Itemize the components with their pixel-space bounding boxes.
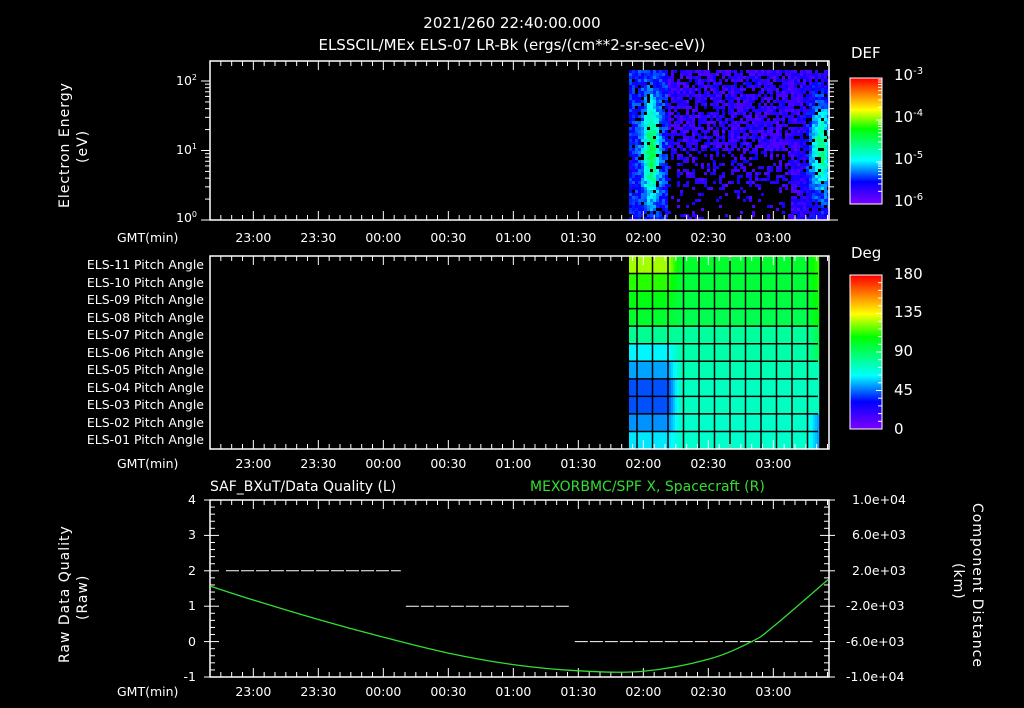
- deg-colorbar-label-180: 180: [894, 265, 923, 283]
- time-tick-label: 02:00: [625, 456, 662, 471]
- def-colorbar-label-1e-4: 10-4: [894, 108, 924, 126]
- time-tick-label: 00:00: [365, 456, 402, 471]
- time-tick-label: 23:00: [235, 684, 272, 699]
- quality-tick-label: 2: [188, 562, 196, 578]
- pitch-angle-row-label: ELS-03 Pitch Angle: [86, 397, 204, 412]
- time-tick-label: 01:30: [560, 230, 597, 245]
- energy-tick-100: 102: [176, 73, 197, 89]
- plot-subtitle: ELSSCIL/MEx ELS-07 LR-Bk (ergs/(cm**2-sr…: [318, 36, 706, 54]
- distance-tick-label: -1.0e+04: [846, 669, 905, 684]
- quality-tick-label: 3: [188, 527, 196, 543]
- quality-panel-title: SAF_BXuT/Data Quality (L): [210, 479, 397, 495]
- time-tick-label: 01:30: [560, 684, 597, 699]
- pitch-angle-row-label: ELS-10 Pitch Angle: [86, 274, 204, 290]
- deg-colorbar-label-45: 45: [894, 381, 914, 399]
- energy-axis-unit: (eV): [75, 129, 91, 163]
- time-tick-label: 03:00: [755, 230, 792, 245]
- quality-tick-label: 0: [188, 633, 196, 649]
- distance-axis-label: Component Distance: [969, 503, 985, 668]
- energy-axis-label: Electron Energy: [57, 82, 73, 208]
- energy-tick-10: 101: [176, 142, 197, 158]
- distance-tick-label: -6.0e+03: [846, 633, 905, 649]
- time-tick-label: 23:30: [300, 456, 337, 471]
- distance-axis-unit: (km): [950, 563, 966, 600]
- time-tick-label: 03:00: [755, 684, 792, 699]
- time-tick-label: 01:00: [495, 230, 532, 245]
- quality-tick-label: 1: [188, 598, 196, 614]
- def-colorbar: [849, 77, 883, 205]
- timeseries-frame: [209, 499, 830, 678]
- quality-tick-label: 4: [188, 492, 196, 507]
- def-colorbar-label-1e-5: 10-5: [894, 150, 924, 168]
- pitch-angle-row-label: ELS-04 Pitch Angle: [86, 379, 204, 395]
- pitch-angle-frame: [209, 255, 830, 450]
- distance-tick-label: 2.0e+03: [852, 562, 906, 578]
- deg-colorbar-title: Deg: [851, 244, 882, 262]
- time-tick-label: 02:30: [690, 456, 727, 471]
- time-tick-label: 02:30: [690, 684, 727, 699]
- def-colorbar-label-1e-3: 10-3: [894, 66, 924, 84]
- time-tick-label: 00:00: [365, 230, 402, 245]
- pitch-angle-row-label: ELS-11 Pitch Angle: [86, 257, 204, 272]
- deg-colorbar-label-135: 135: [894, 303, 923, 321]
- time-tick-label: 00:30: [430, 456, 467, 471]
- pitch-angle-row-label: ELS-05 Pitch Angle: [86, 362, 204, 377]
- pitch-angle-row-label: ELS-09 Pitch Angle: [86, 292, 204, 307]
- time-tick-label: 00:30: [430, 684, 467, 699]
- time-tick-label: 01:00: [495, 684, 532, 699]
- pitch-angle-row-label: ELS-01 Pitch Angle: [86, 432, 204, 447]
- time-tick-label: 02:00: [625, 230, 662, 245]
- time-tick-label: 00:00: [365, 684, 402, 699]
- time-tick-label: 01:30: [560, 456, 597, 471]
- gmt-label-panel1: GMT(min): [117, 230, 179, 245]
- quality-tick-label: -1: [183, 669, 196, 684]
- time-tick-label: 00:30: [430, 230, 467, 245]
- gmt-label-panel3: GMT(min): [117, 684, 179, 699]
- def-colorbar-label-1e-6: 10-6: [894, 192, 924, 210]
- pitch-angle-row-label: ELS-06 Pitch Angle: [86, 344, 204, 360]
- orbit-x-curve: [209, 579, 829, 673]
- quality-axis-label: Raw Data Quality: [57, 525, 73, 663]
- time-tick-label: 03:00: [755, 456, 792, 471]
- spectrogram-frame: [209, 60, 830, 221]
- time-tick-label: 02:00: [625, 684, 662, 699]
- orbit-panel-title: MEXORBMC/SPF X, Spacecraft (R): [530, 479, 765, 495]
- time-tick-label: 23:30: [300, 684, 337, 699]
- distance-tick-label: -2.0e+03: [846, 598, 905, 614]
- pitch-angle-row-label: ELS-07 Pitch Angle: [86, 327, 204, 342]
- def-colorbar-title: DEF: [851, 44, 881, 62]
- deg-colorbar-label-0: 0: [894, 420, 904, 438]
- time-tick-label: 23:00: [235, 230, 272, 245]
- energy-tick-1: 100: [176, 210, 197, 226]
- distance-tick-label: 1.0e+04: [852, 492, 906, 507]
- quality-axis-unit: (Raw): [75, 574, 91, 620]
- time-tick-label: 23:00: [235, 456, 272, 471]
- plot-timestamp: 2021/260 22:40:00.000: [423, 14, 601, 32]
- deg-colorbar-label-90: 90: [894, 342, 914, 360]
- time-tick-label: 23:30: [300, 230, 337, 245]
- pitch-angle-row-label: ELS-02 Pitch Angle: [86, 414, 204, 430]
- time-tick-label: 02:30: [690, 230, 727, 245]
- gmt-label-panel2: GMT(min): [117, 456, 179, 471]
- time-tick-label: 01:00: [495, 456, 532, 471]
- distance-tick-label: 6.0e+03: [852, 527, 906, 543]
- pitch-angle-row-label: ELS-08 Pitch Angle: [86, 309, 204, 325]
